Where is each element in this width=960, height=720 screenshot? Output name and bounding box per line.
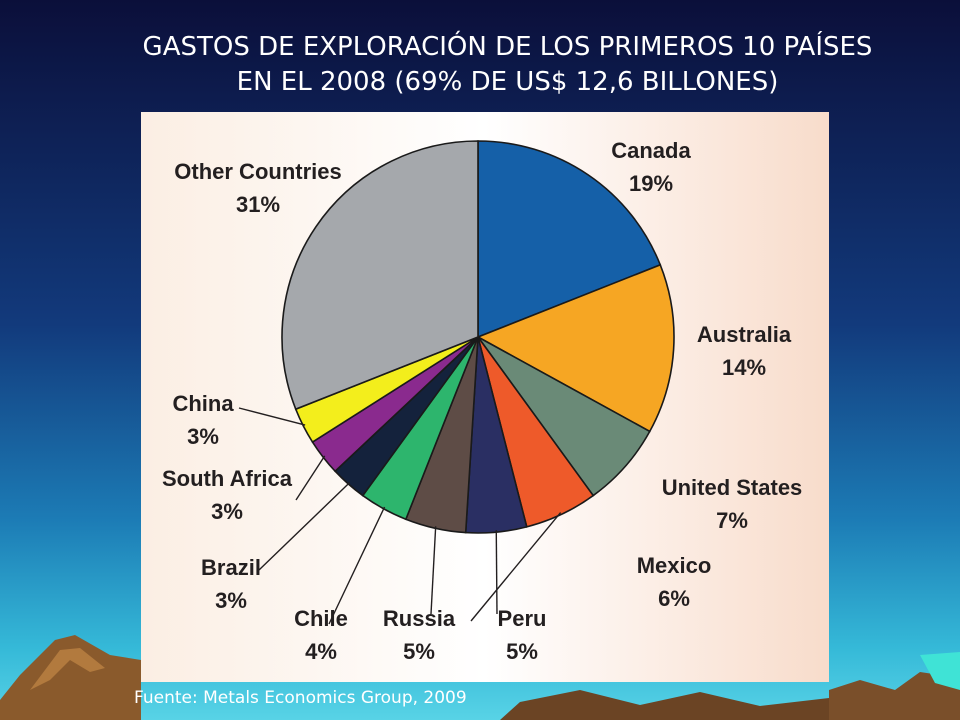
slice-value-russia: 5% xyxy=(403,639,435,664)
slice-label-south-africa: South Africa xyxy=(162,466,293,491)
slice-label-australia: Australia xyxy=(697,322,792,347)
slice-label-china: China xyxy=(172,391,234,416)
slice-value-south-africa: 3% xyxy=(211,499,243,524)
pie-slice-canada xyxy=(477,140,662,339)
slice-value-mexico: 6% xyxy=(658,586,690,611)
leader-line-brazil xyxy=(258,482,351,571)
leader-line-russia xyxy=(430,526,437,615)
slice-label-brazil: Brazil xyxy=(201,555,261,580)
slide-title: GASTOS DE EXPLORACIÓN DE LOS PRIMEROS 10… xyxy=(0,30,960,100)
slice-value-canada: 19% xyxy=(629,171,673,196)
slice-value-other-countries: 31% xyxy=(236,192,280,217)
pie-slices xyxy=(281,140,675,534)
pie-slice-australia xyxy=(476,263,675,433)
slice-value-australia: 14% xyxy=(722,355,766,380)
slice-value-peru: 5% xyxy=(506,639,538,664)
slice-label-chile: Chile xyxy=(294,606,348,631)
title-line-1: GASTOS DE EXPLORACIÓN DE LOS PRIMEROS 10… xyxy=(142,32,873,62)
slice-label-other-countries: Other Countries xyxy=(174,159,341,184)
leader-line-mexico xyxy=(470,512,562,622)
leader-line-peru xyxy=(495,530,498,615)
leader-line-south-africa xyxy=(295,455,326,501)
title-line-2: EN EL 2008 (69% DE US$ 12,6 BILLONES) xyxy=(236,67,779,97)
slice-value-united-states: 7% xyxy=(716,508,748,533)
slice-labels: Canada 19% Australia 14% United States 7%Mexi… xyxy=(162,138,802,664)
slice-label-russia: Russia xyxy=(383,606,456,631)
slice-label-canada: Canada xyxy=(611,138,691,163)
label-leader-lines xyxy=(238,407,562,625)
leader-line-china xyxy=(238,407,306,426)
slice-label-peru: Peru xyxy=(498,606,547,631)
pie-slice-other-countries xyxy=(281,140,479,411)
slice-label-mexico: Mexico xyxy=(637,553,712,578)
source-note: Fuente: Metals Economics Group, 2009 xyxy=(134,688,467,708)
pie-chart-svg: Canada 19% Australia 14% United States 7%Mexi… xyxy=(141,112,829,682)
slice-value-china: 3% xyxy=(187,424,219,449)
slice-value-brazil: 3% xyxy=(215,588,247,613)
slice-label-united-states: United States xyxy=(662,475,803,500)
mountains-decoration xyxy=(0,635,960,720)
pie-chart: Canada 19% Australia 14% United States 7% Mexi… xyxy=(141,112,829,682)
leader-line-chile xyxy=(328,506,386,625)
slice-value-chile: 4% xyxy=(305,639,337,664)
